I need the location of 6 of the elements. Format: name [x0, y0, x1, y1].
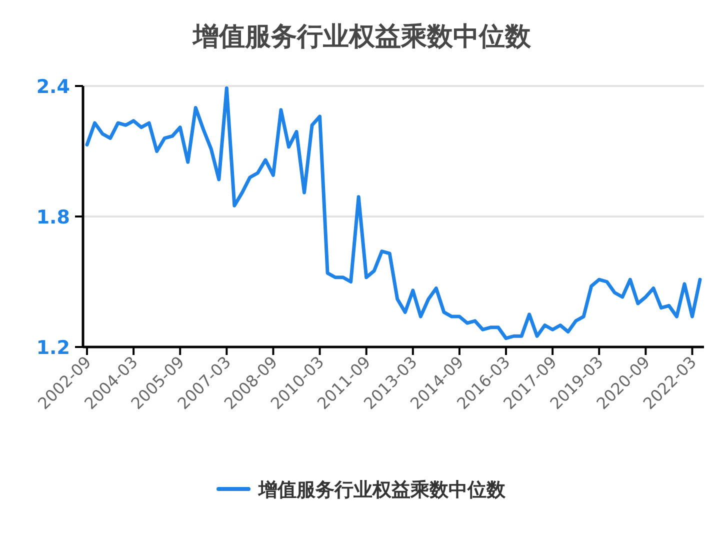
legend-label: 增值服务行业权益乘数中位数 [258, 479, 506, 501]
y-tick-label: 1.2 [36, 337, 70, 359]
chart-title: 增值服务行业权益乘数中位数 [192, 22, 532, 52]
y-tick-label: 1.8 [36, 206, 70, 228]
line-series [85, 86, 702, 340]
y-tick-label: 2.4 [36, 76, 70, 98]
